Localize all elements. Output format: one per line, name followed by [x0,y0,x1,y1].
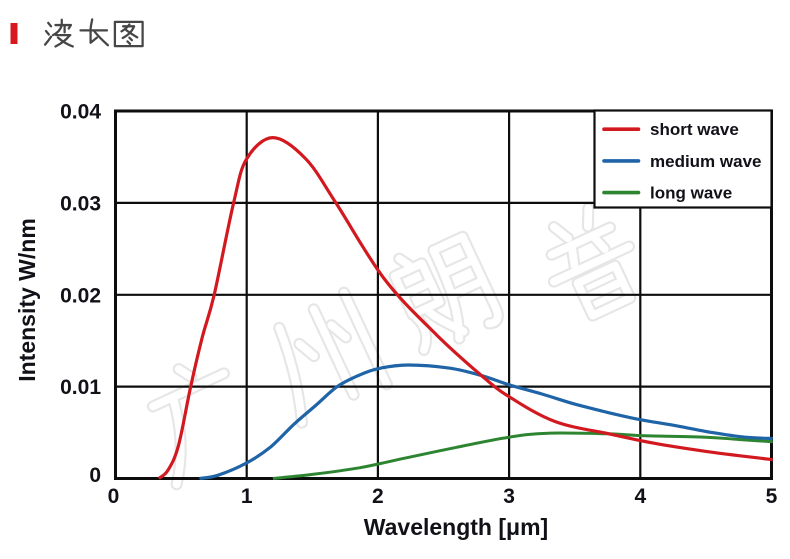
svg-text:5: 5 [766,485,778,508]
svg-text:long wave: long wave [650,184,732,203]
svg-text:1: 1 [241,485,253,508]
svg-text:0.03: 0.03 [60,192,101,215]
svg-text:3: 3 [503,485,515,508]
svg-text:0.02: 0.02 [60,284,101,307]
svg-text:2: 2 [372,485,384,508]
svg-text:4: 4 [634,485,646,508]
svg-text:0.01: 0.01 [60,376,101,399]
svg-text:Intensity W/nm: Intensity W/nm [14,218,40,382]
svg-text:0: 0 [108,485,120,508]
svg-text:0.04: 0.04 [60,101,101,124]
svg-text:Wavelength [μm]: Wavelength [μm] [364,514,548,540]
svg-text:medium wave: medium wave [650,152,762,171]
svg-text:0: 0 [89,464,101,487]
svg-text:short wave: short wave [650,120,739,139]
